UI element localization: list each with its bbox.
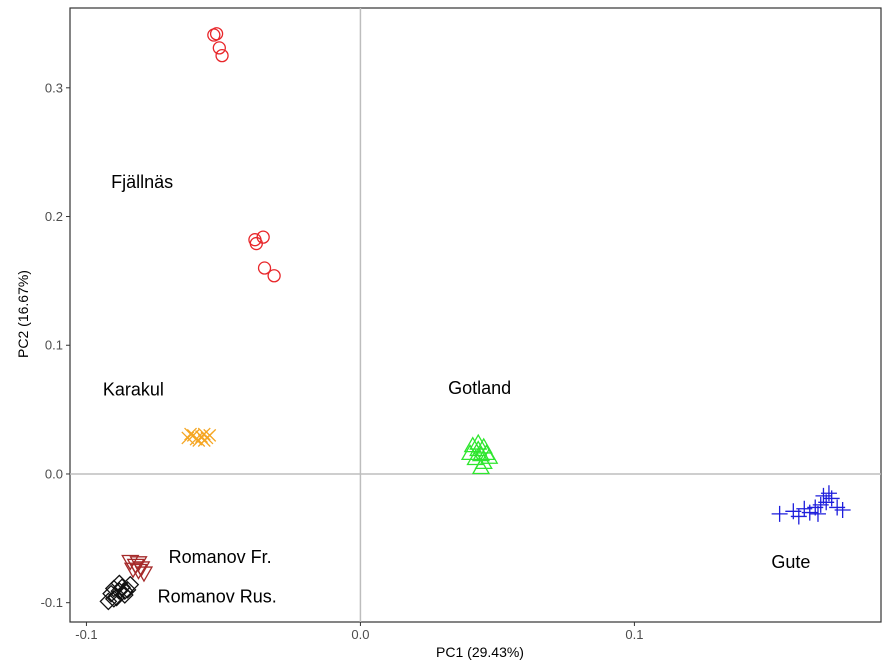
y-tick-label: -0.1 (41, 595, 63, 610)
data-point-romanov-rus (110, 574, 129, 593)
data-point-fj-lln-s (257, 261, 272, 275)
group-label-gotland: Gotland (448, 378, 511, 398)
data-point-romanov-rus (110, 582, 129, 601)
data-points (99, 27, 851, 611)
data-point-gotland (474, 437, 493, 454)
data-point-romanov-rus (104, 589, 123, 608)
data-point-romanov-rus (104, 579, 123, 598)
data-point-fj-lln-s (267, 269, 281, 283)
plot-border (69, 7, 882, 623)
data-point-gute (771, 505, 788, 522)
data-point-romanov-fr (134, 566, 154, 583)
y-tick-label: 0.2 (45, 209, 63, 224)
data-point-fj-lln-s (215, 48, 229, 63)
series-gute (771, 485, 851, 525)
data-point-fj-lln-s (256, 230, 270, 244)
x-tick-label: 0.1 (625, 627, 643, 642)
data-point-gotland (480, 447, 499, 464)
data-point-fj-lln-s (212, 41, 226, 55)
data-point-gute (834, 502, 851, 519)
data-point-romanov-rus (115, 582, 134, 601)
data-point-gotland (471, 458, 491, 475)
data-point-gotland (469, 433, 488, 450)
group-labels: Fjällnäs Karakul Gotland Gute Romanov Fr. Rom… (103, 172, 811, 606)
data-point-romanov-fr (123, 562, 143, 579)
data-point-romanov-rus (121, 575, 140, 594)
series-fj-lln-s (207, 27, 281, 283)
data-point-romanov-rus (99, 592, 118, 611)
y-tick-label: 0.3 (45, 80, 63, 95)
plot-area (69, 7, 882, 623)
x-tick-label: -0.1 (75, 627, 97, 642)
group-label-romanov-fr: Romanov Fr. (169, 547, 272, 567)
group-label-gute: Gute (771, 552, 810, 572)
data-point-fj-lln-s (209, 27, 224, 41)
series-romanov-fr (121, 554, 154, 583)
data-point-romanov-rus (113, 578, 131, 597)
group-label-karakul: Karakul (103, 379, 164, 399)
series-karakul (181, 427, 217, 447)
x-axis-title: PC1 (29.43%) (436, 644, 524, 660)
data-point-karakul (197, 434, 211, 447)
data-point-karakul (192, 434, 206, 447)
data-point-romanov-fr (129, 563, 148, 580)
series-romanov-rus (99, 574, 140, 611)
data-point-gute (809, 505, 826, 522)
axis-ticks: -0.1 0.0 0.1 -0.1 0.0 0.1 0.2 0.3 (41, 80, 644, 642)
data-point-romanov-rus (118, 580, 137, 599)
data-point-karakul (197, 427, 211, 441)
series-gotland (460, 433, 499, 475)
y-tick-label: 0.0 (45, 466, 63, 481)
x-tick-label: 0.0 (351, 627, 369, 642)
data-point-karakul (184, 427, 198, 441)
group-label-romanov-rus: Romanov Rus. (158, 587, 277, 607)
y-axis-title: PC2 (16.67%) (15, 270, 31, 358)
data-point-romanov-fr (129, 556, 148, 573)
group-label-fj-lln-s: Fjällnäs (111, 172, 173, 192)
y-tick-label: 0.1 (45, 338, 63, 353)
data-point-gute (820, 485, 837, 502)
